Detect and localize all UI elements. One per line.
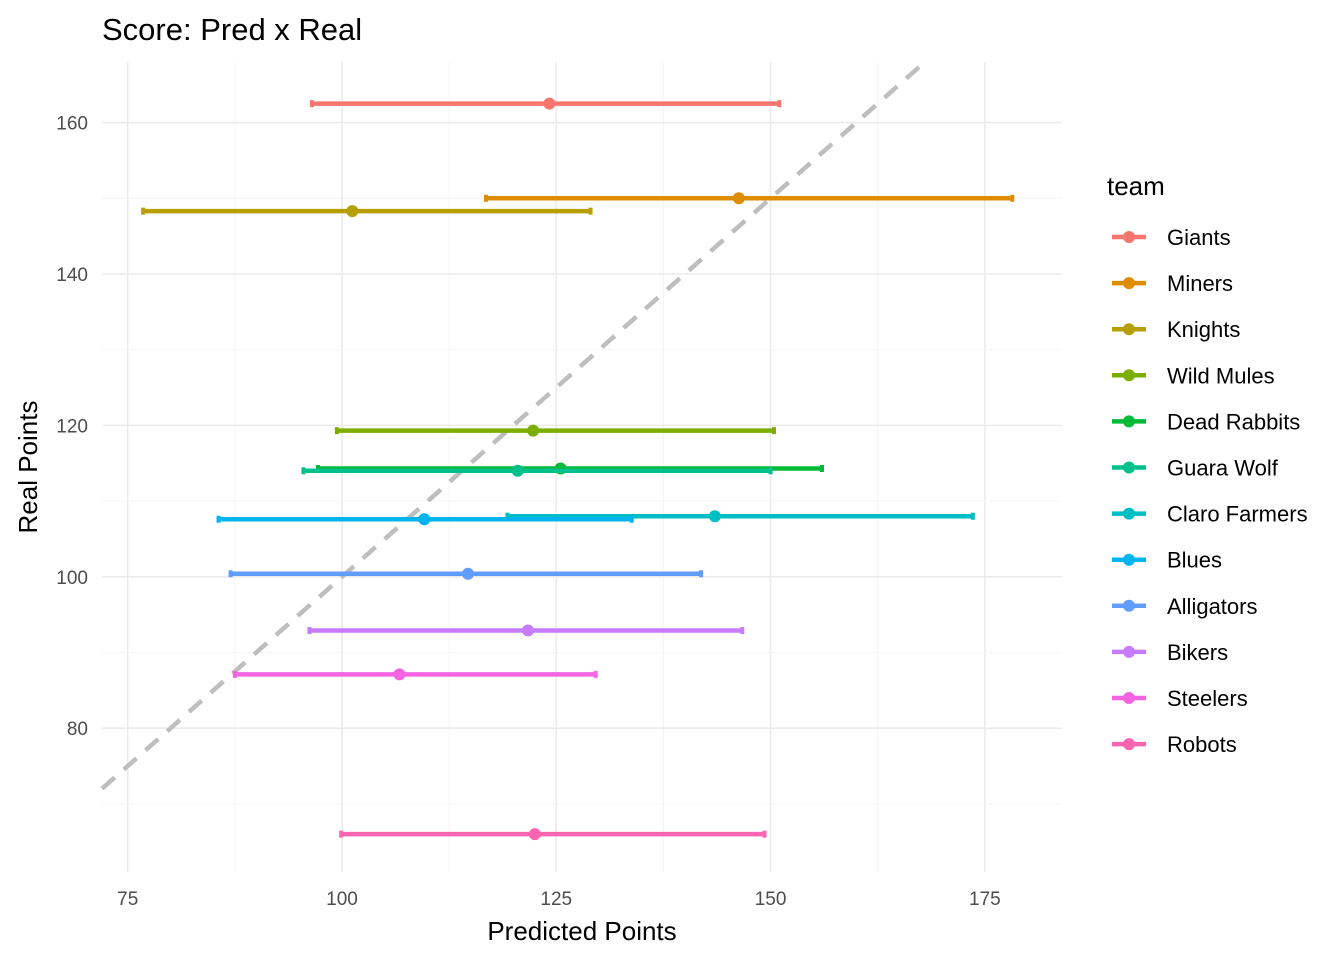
tick-labels: 75 100 125 150 175 80 100 120 140 160 [56,114,1000,910]
legend-key-point [1123,645,1135,658]
data-point [346,205,359,218]
series-alligators [228,567,704,580]
legend-item: Wild Mules [1112,363,1275,388]
x-tick-label: 100 [326,889,358,910]
legend-label: Wild Mules [1167,363,1275,388]
data-point [462,567,474,580]
legend-title: team [1107,171,1165,201]
data-point [527,424,540,437]
legend-key-point [1123,507,1135,520]
legend-label: Miners [1167,271,1233,296]
legend-label: Robots [1167,732,1237,757]
data-point [511,464,524,477]
legend-item: Alligators [1112,594,1257,619]
x-tick-label: 150 [755,889,787,910]
legend-label: Blues [1167,548,1222,573]
data-point [418,513,431,526]
legend-item: Steelers [1112,686,1248,711]
legend-key-point [1123,738,1135,751]
legend-item: Claro Farmers [1112,502,1308,527]
data-point [522,624,534,637]
legend-key-point [1123,415,1135,428]
legend-item: Dead Rabbits [1112,409,1300,434]
legend-label: Dead Rabbits [1167,409,1300,434]
y-tick-label: 80 [67,719,88,740]
legend-key-point [1123,461,1135,474]
legend-key-point [1123,692,1135,704]
y-tick-label: 160 [56,114,88,135]
legend-label: Steelers [1167,686,1248,711]
legend-item: Blues [1112,548,1222,573]
series-wild-mules [334,424,776,437]
legend-label: Alligators [1167,594,1257,619]
series-miners [484,192,1015,205]
y-axis-title: Real Points [13,401,43,534]
error-bars [141,97,1015,841]
x-axis-title: Predicted Points [487,916,676,946]
series-blues [216,513,634,526]
legend-label: Giants [1167,225,1231,250]
y-tick-label: 140 [56,265,88,286]
legend-key-point [1123,553,1135,566]
reference-line [100,60,927,791]
legend-items: Giants Miners Knights Wild Mules Dead Rabbit… [1112,225,1308,757]
legend-label: Bikers [1167,640,1228,665]
legend-label: Knights [1167,317,1240,342]
legend-item: Miners [1112,271,1233,296]
data-point [732,192,745,205]
legend-item: Robots [1112,732,1237,757]
legend-key-point [1123,323,1135,336]
data-point [528,828,541,841]
legend-label: Guara Wolf [1167,456,1279,481]
data-point [543,97,556,110]
series-giants [310,97,782,110]
data-point [393,668,406,681]
legend-key-point [1123,369,1135,382]
legend-key-point [1123,231,1135,243]
reference-line-group [100,60,927,791]
legend-item: Giants [1112,225,1231,250]
chart-title: Score: Pred x Real [102,12,362,47]
series-steelers [232,668,598,681]
series-robots [339,828,767,841]
legend-item: Bikers [1112,640,1228,665]
x-tick-label: 125 [540,889,572,910]
data-point [708,510,721,523]
legend: team Giants Miners Knights Wild Mules Dead R… [1107,171,1308,757]
x-tick-label: 175 [969,889,1001,910]
y-tick-label: 120 [56,416,88,437]
y-tick-label: 100 [56,568,88,589]
legend-label: Claro Farmers [1167,502,1308,527]
legend-item: Knights [1112,317,1240,342]
legend-key-point [1123,277,1135,290]
series-knights [141,205,593,218]
x-tick-label: 75 [117,889,138,910]
series-bikers [307,624,745,637]
series-guara-wolf [301,464,773,477]
legend-key-point [1123,599,1135,612]
legend-item: Guara Wolf [1112,456,1279,481]
